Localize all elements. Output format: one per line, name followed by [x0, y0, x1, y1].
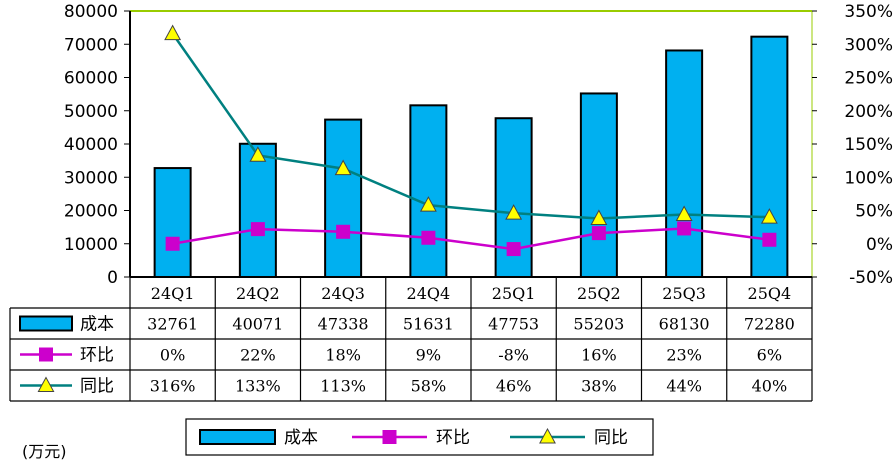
- left-axis: 0 10000 20000 30000 40000 50000 60000 70000 8000…: [64, 2, 131, 288]
- cell-成本-25Q3: 68130: [659, 315, 710, 334]
- left-tick-label: 20000: [64, 202, 118, 222]
- right-tick-label: 200%: [844, 102, 893, 122]
- cell-环比-24Q1: 0%: [160, 346, 185, 365]
- left-tick-label: 70000: [64, 35, 118, 55]
- legend-label-同比: 同比: [594, 428, 628, 448]
- cell-环比-24Q4: 9%: [416, 346, 441, 365]
- row-label-同比: 同比: [80, 377, 114, 397]
- cell-环比-24Q2: 22%: [240, 346, 276, 365]
- bar-25Q2: [579, 92, 618, 278]
- right-tick-label: 100%: [844, 168, 893, 188]
- cell-同比-24Q1: 316%: [150, 377, 196, 396]
- right-tick-label: 250%: [844, 69, 893, 89]
- category-label: 25Q4: [748, 284, 792, 303]
- marker-同比-24Q1: [164, 24, 182, 41]
- cell-成本-24Q4: 51631: [403, 315, 454, 334]
- bars-layer: [153, 35, 789, 279]
- cell-同比-24Q2: 133%: [235, 377, 281, 396]
- category-label: 25Q3: [662, 284, 706, 303]
- cell-同比-25Q4: 40%: [752, 377, 788, 396]
- right-tick-label: 300%: [844, 35, 893, 55]
- cell-成本-24Q3: 47338: [318, 315, 369, 334]
- cell-同比-24Q3: 113%: [320, 377, 366, 396]
- right-tick-label: 50%: [855, 202, 893, 222]
- cell-环比-25Q3: 23%: [666, 346, 702, 365]
- row-label-成本: 成本: [80, 315, 114, 335]
- cell-环比-24Q3: 18%: [325, 346, 361, 365]
- category-label: 25Q2: [577, 284, 621, 303]
- right-tick-label: 350%: [844, 2, 893, 22]
- line-环比: [172, 227, 770, 251]
- legend-label-环比: 环比: [436, 428, 470, 448]
- bar-25Q3: [665, 49, 704, 279]
- legend-key-成本: [19, 315, 73, 332]
- plot-area: [130, 10, 813, 277]
- left-tick-label: 80000: [64, 2, 118, 22]
- cell-成本-24Q2: 40071: [232, 315, 283, 334]
- marker-环比-24Q2: [250, 222, 265, 237]
- category-label: 24Q2: [236, 284, 280, 303]
- cell-成本-25Q2: 55203: [573, 315, 624, 334]
- bar-24Q1: [153, 167, 192, 278]
- cell-环比-25Q2: 16%: [581, 346, 617, 365]
- legend-key-marker-同比: [539, 427, 556, 444]
- left-tick-label: 50000: [64, 102, 118, 122]
- right-tick-label: 150%: [844, 135, 893, 155]
- category-label: 25Q1: [492, 284, 536, 303]
- category-label: 24Q3: [321, 284, 365, 303]
- right-tick-label: 0%: [866, 235, 893, 255]
- marker-同比-25Q4: [760, 208, 778, 224]
- bar-24Q4: [409, 104, 448, 279]
- marker-同比-24Q3: [334, 159, 352, 176]
- cell-同比-25Q2: 38%: [581, 377, 617, 396]
- cell-同比-25Q1: 46%: [496, 377, 532, 396]
- marker-环比-24Q1: [165, 236, 180, 251]
- cell-成本-25Q1: 47753: [488, 315, 539, 334]
- data-table: 24Q1 24Q2 24Q3 24Q4 25Q1 25Q2 25Q3 25Q4 成本 32761 4…: [9, 276, 813, 402]
- legend-label-成本: 成本: [284, 428, 318, 448]
- marker-环比-25Q2: [591, 226, 606, 241]
- legend-key-marker-环比: [39, 347, 53, 362]
- left-tick-label: 0: [107, 268, 118, 288]
- marker-同比-24Q4: [419, 196, 437, 212]
- bar-24Q2: [238, 142, 277, 278]
- marker-同比-25Q2: [590, 209, 608, 225]
- line-同比: [171, 32, 770, 220]
- cell-环比-25Q4: 6%: [757, 346, 782, 365]
- marker-环比-24Q4: [421, 230, 436, 245]
- legend-key-marker-环比: [382, 430, 397, 444]
- lines-layer: [164, 24, 778, 257]
- row-label-环比: 环比: [80, 346, 114, 366]
- left-tick-label: 40000: [64, 135, 118, 155]
- marker-同比-24Q2: [249, 146, 267, 162]
- unit-label: (万元): [22, 442, 67, 461]
- left-tick-label: 30000: [64, 168, 118, 188]
- legend-key-成本: [199, 429, 276, 445]
- cell-成本-24Q1: 32761: [147, 315, 198, 334]
- cell-成本-25Q4: 72280: [744, 315, 795, 334]
- bar-24Q3: [324, 118, 363, 278]
- right-axis: -50% 0% 50% 100% 150% 200% 250% 300% 350%: [812, 2, 893, 288]
- category-label: 24Q4: [407, 284, 451, 303]
- right-tick-label: -50%: [849, 268, 893, 288]
- left-tick-label: 60000: [64, 69, 118, 89]
- left-tick-label: 10000: [64, 235, 118, 255]
- marker-同比-25Q1: [505, 204, 523, 220]
- legend-key-marker-同比: [37, 376, 55, 392]
- cell-同比-24Q4: 58%: [411, 377, 447, 396]
- legend: 成本 环比 同比: [185, 418, 654, 456]
- marker-环比-25Q4: [762, 232, 777, 247]
- category-label: 24Q1: [151, 284, 195, 303]
- marker-环比-25Q3: [677, 221, 692, 236]
- marker-环比-25Q1: [506, 242, 521, 257]
- marker-同比-25Q3: [675, 205, 693, 221]
- cell-同比-25Q3: 44%: [666, 377, 702, 396]
- marker-环比-24Q3: [336, 224, 351, 239]
- cell-环比-25Q1: -8%: [498, 346, 529, 365]
